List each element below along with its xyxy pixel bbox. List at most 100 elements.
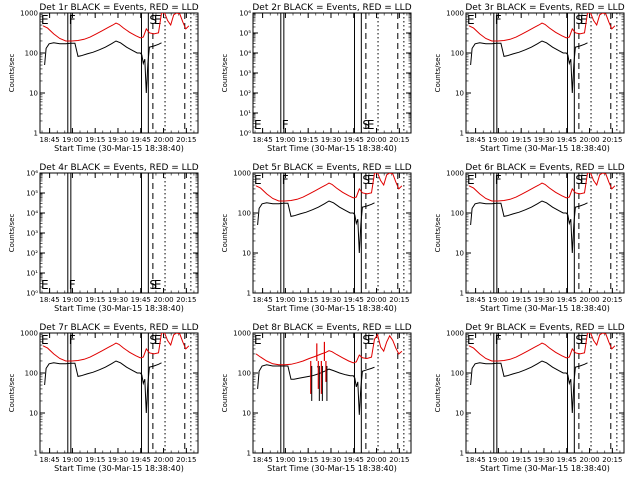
x-tick-label: 19:30 (534, 296, 554, 304)
y-tick-label: 10 (29, 410, 38, 418)
y-tick-label: 1000 (446, 330, 464, 338)
x-tick-label: 18:45 (253, 136, 273, 144)
event-label-S: S (362, 333, 370, 347)
event-label-E: E (154, 333, 162, 347)
events-series (257, 364, 375, 415)
x-tick-label: 20:00 (579, 296, 599, 304)
y-tick-label: 100 (25, 370, 38, 378)
x-tick-label: 18:45 (466, 456, 486, 464)
y-tick-label: 1 (247, 450, 251, 458)
panel-title: Det 1r BLACK = Events, RED = LLD (39, 3, 198, 13)
y-tick-label: 1 (34, 130, 38, 138)
x-tick-label: 20:00 (153, 296, 173, 304)
lld-series (468, 173, 616, 202)
y-axis-label: Counts/sec (434, 374, 442, 413)
events-series (44, 360, 162, 414)
axis-frame (252, 12, 412, 134)
x-tick-label: 20:00 (366, 456, 386, 464)
x-axis-label: Start Time (30-Mar-15 18:38:40) (480, 144, 610, 153)
x-tick-label: 19:30 (108, 296, 128, 304)
y-tick-label: 10⁶ (239, 10, 251, 18)
y-tick-label: 1000 (20, 330, 38, 338)
y-tick-label: 10 (242, 410, 251, 418)
x-tick-label: 19:45 (131, 456, 151, 464)
x-tick-label: 19:30 (108, 456, 128, 464)
y-tick-label: 100 (451, 370, 464, 378)
panel-title: Det 5r BLACK = Events, RED = LLD (252, 163, 411, 173)
x-axis-label: Start Time (30-Mar-15 18:38:40) (54, 144, 184, 153)
data-series (42, 13, 190, 94)
y-tick-label: 10² (26, 250, 38, 258)
panel-det2r: Det 2r BLACK = Events, RED = LLD 10⁰ 10¹ 10… (221, 3, 412, 153)
event-label-start: E (467, 13, 475, 27)
x-tick-label: 19:00 (275, 296, 295, 304)
y-axis-label: Counts/sec (8, 214, 16, 253)
data-series (468, 13, 616, 94)
x-tick-label: 19:30 (321, 456, 341, 464)
y-tick-label: 10¹ (26, 270, 38, 278)
x-tick-label: 18:45 (40, 456, 60, 464)
x-tick-label: 20:15 (176, 456, 196, 464)
event-label-E: E (580, 333, 588, 347)
panel-det3r: Det 3r BLACK = Events, RED = LLD 1 10 100 10… (434, 3, 625, 153)
x-tick-label: 20:00 (366, 296, 386, 304)
event-label-E: E (580, 13, 588, 27)
y-tick-label: 100 (451, 210, 464, 218)
x-tick-label: 19:15 (511, 296, 531, 304)
y-axis-label: Counts/sec (8, 374, 16, 413)
event-label-F: F (69, 333, 76, 347)
event-label-start: E (467, 173, 475, 187)
panel-det6r: Det 6r BLACK = Events, RED = LLD 1 10 100 10… (434, 163, 625, 313)
x-tick-label: 19:45 (557, 456, 577, 464)
x-tick-label: 20:15 (176, 296, 196, 304)
event-label-F: F (69, 278, 76, 292)
event-label-start: E (254, 333, 262, 347)
x-tick-label: 19:15 (298, 456, 318, 464)
x-tick-label: 18:45 (253, 296, 273, 304)
x-axis-label: Start Time (30-Mar-15 18:38:40) (267, 304, 397, 313)
x-tick-label: 19:15 (85, 456, 105, 464)
y-tick-label: 10⁴ (239, 50, 251, 58)
event-label-E: E (367, 173, 375, 187)
panel-title: Det 9r BLACK = Events, RED = LLD (465, 323, 624, 333)
y-axis-label: Counts/sec (8, 54, 16, 93)
x-tick-label: 19:00 (275, 456, 295, 464)
event-label-S: S (149, 333, 157, 347)
y-tick-label: 100 (238, 370, 251, 378)
x-tick-label: 19:00 (275, 136, 295, 144)
y-tick-label: 1 (460, 290, 464, 298)
x-tick-label: 19:00 (488, 296, 508, 304)
y-tick-label: 10¹ (239, 110, 251, 118)
lld-series (468, 333, 616, 362)
x-axis-label: Start Time (30-Mar-15 18:38:40) (267, 464, 397, 473)
x-tick-label: 20:00 (153, 136, 173, 144)
lld-series (42, 13, 190, 42)
y-tick-label: 10⁵ (26, 190, 38, 198)
event-label-F: F (495, 333, 502, 347)
x-tick-label: 20:00 (579, 456, 599, 464)
lld-series (255, 173, 403, 202)
event-label-S: S (575, 13, 583, 27)
x-tick-label: 19:45 (557, 296, 577, 304)
y-tick-label: 1000 (446, 170, 464, 178)
x-tick-label: 18:45 (466, 136, 486, 144)
y-tick-label: 100 (451, 50, 464, 58)
x-tick-label: 20:00 (579, 136, 599, 144)
axis-frame (252, 332, 412, 454)
x-tick-label: 19:45 (344, 136, 364, 144)
event-label-start: E (254, 118, 262, 132)
x-tick-label: 18:45 (466, 296, 486, 304)
x-tick-label: 20:00 (366, 136, 386, 144)
panel-title: Det 3r BLACK = Events, RED = LLD (465, 3, 624, 13)
y-tick-label: 10⁴ (26, 210, 38, 218)
event-label-S: S (362, 173, 370, 187)
y-tick-label: 1 (34, 450, 38, 458)
event-label-start: E (41, 278, 49, 292)
event-label-F: F (495, 13, 502, 27)
event-label-start: E (467, 333, 475, 347)
axis-frame (465, 172, 625, 294)
event-label-F: F (495, 173, 502, 187)
event-label-E: E (580, 173, 588, 187)
event-label-S: S (575, 173, 583, 187)
x-tick-label: 19:45 (131, 296, 151, 304)
